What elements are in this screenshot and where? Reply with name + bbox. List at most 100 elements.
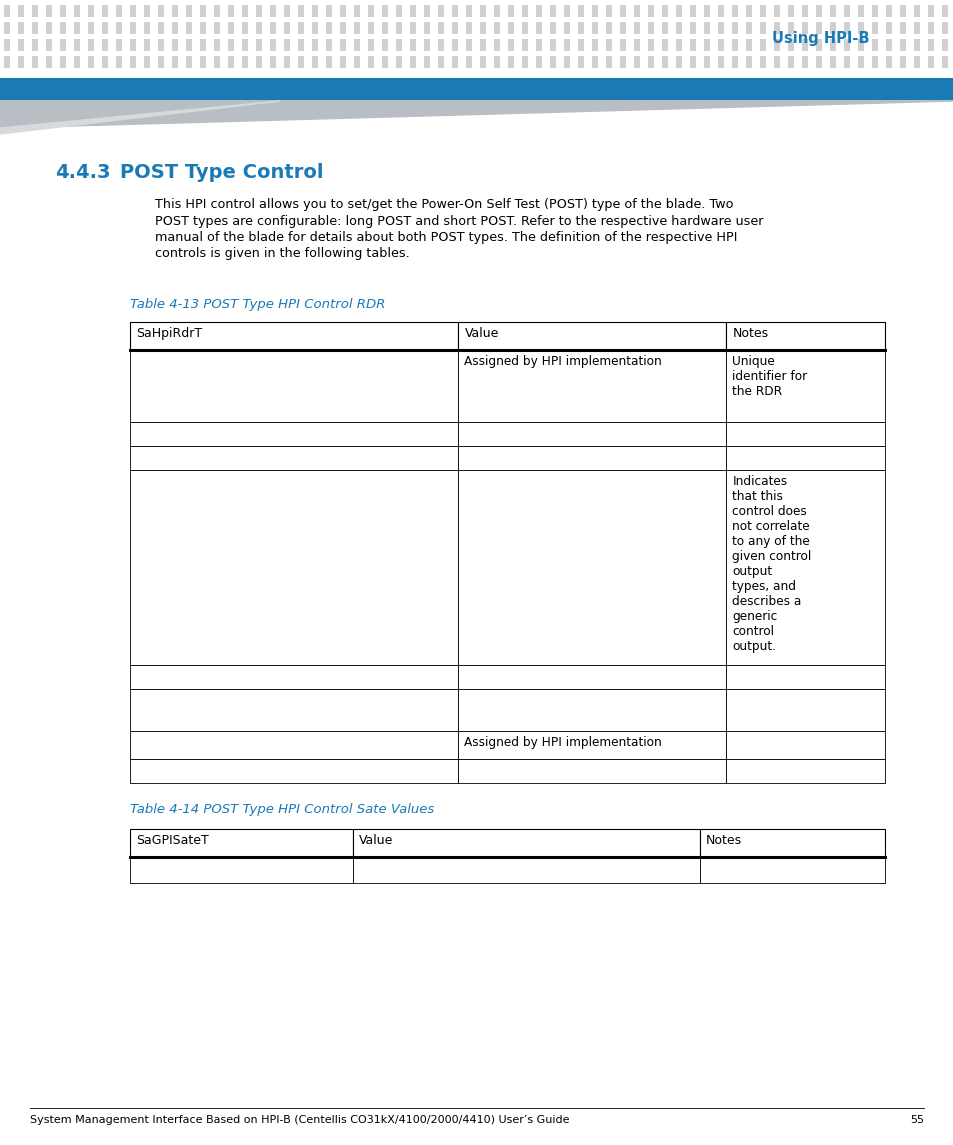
Bar: [676, 22, 681, 34]
Bar: [899, 39, 905, 52]
Bar: [158, 22, 164, 34]
Bar: [200, 5, 206, 17]
Bar: [102, 5, 108, 17]
Bar: [885, 22, 891, 34]
Bar: [801, 39, 807, 52]
Bar: [458, 689, 725, 731]
Bar: [60, 22, 66, 34]
Bar: [130, 856, 353, 883]
Bar: [158, 56, 164, 68]
Bar: [458, 423, 725, 447]
Bar: [297, 56, 304, 68]
Bar: [368, 56, 374, 68]
Bar: [395, 56, 401, 68]
Bar: [829, 56, 835, 68]
Bar: [4, 39, 10, 52]
Bar: [927, 39, 933, 52]
Text: Value: Value: [358, 834, 393, 847]
Bar: [458, 731, 725, 759]
Text: This HPI control allows you to set/get the Power-On Self Test (POST) type of the: This HPI control allows you to set/get t…: [154, 198, 733, 211]
Bar: [18, 22, 24, 34]
Bar: [871, 5, 877, 17]
Bar: [144, 5, 150, 17]
Bar: [913, 39, 919, 52]
Bar: [116, 22, 122, 34]
Bar: [703, 39, 709, 52]
Text: Indicates
that this
control does
not correlate
to any of the
given control
outpu: Indicates that this control does not cor…: [732, 475, 811, 653]
Text: SaHpiRdrT: SaHpiRdrT: [136, 327, 202, 340]
Bar: [647, 39, 654, 52]
Bar: [843, 22, 849, 34]
Bar: [676, 39, 681, 52]
Bar: [521, 56, 527, 68]
Bar: [913, 56, 919, 68]
Bar: [801, 56, 807, 68]
Bar: [941, 39, 947, 52]
Bar: [213, 5, 220, 17]
Bar: [130, 731, 458, 759]
Text: Using HPI-B: Using HPI-B: [772, 31, 869, 46]
Bar: [437, 5, 443, 17]
Bar: [745, 5, 751, 17]
Bar: [284, 5, 290, 17]
Bar: [718, 56, 723, 68]
Bar: [158, 5, 164, 17]
Bar: [130, 5, 136, 17]
Bar: [871, 22, 877, 34]
Bar: [18, 39, 24, 52]
Bar: [718, 22, 723, 34]
Bar: [507, 5, 514, 17]
Bar: [326, 5, 332, 17]
Bar: [494, 56, 499, 68]
Bar: [297, 5, 304, 17]
Bar: [4, 5, 10, 17]
Bar: [18, 5, 24, 17]
Bar: [829, 5, 835, 17]
Bar: [4, 22, 10, 34]
Bar: [437, 22, 443, 34]
Bar: [563, 56, 569, 68]
Bar: [745, 39, 751, 52]
Bar: [563, 39, 569, 52]
Bar: [410, 56, 416, 68]
Bar: [144, 39, 150, 52]
Bar: [494, 22, 499, 34]
Bar: [760, 22, 765, 34]
Bar: [46, 56, 52, 68]
Bar: [703, 56, 709, 68]
Bar: [326, 56, 332, 68]
Bar: [4, 56, 10, 68]
Bar: [395, 5, 401, 17]
Bar: [731, 5, 738, 17]
Bar: [130, 350, 458, 423]
Bar: [592, 22, 598, 34]
Bar: [773, 22, 780, 34]
Text: 4.4.3: 4.4.3: [55, 163, 111, 182]
Bar: [213, 56, 220, 68]
Bar: [353, 856, 700, 883]
Bar: [521, 39, 527, 52]
Bar: [60, 39, 66, 52]
Bar: [479, 56, 485, 68]
Text: Assigned by HPI implementation: Assigned by HPI implementation: [464, 355, 661, 368]
Bar: [507, 22, 514, 34]
Bar: [843, 39, 849, 52]
Bar: [423, 5, 430, 17]
Bar: [326, 22, 332, 34]
Bar: [381, 39, 388, 52]
Bar: [186, 39, 192, 52]
Bar: [773, 5, 780, 17]
Bar: [521, 22, 527, 34]
Bar: [213, 22, 220, 34]
Bar: [228, 22, 233, 34]
Bar: [228, 5, 233, 17]
Bar: [144, 56, 150, 68]
Text: Table 4-14 POST Type HPI Control Sate Values: Table 4-14 POST Type HPI Control Sate Va…: [130, 803, 434, 816]
Text: POST types are configurable: long POST and short POST. Refer to the respective h: POST types are configurable: long POST a…: [154, 214, 762, 228]
Bar: [479, 22, 485, 34]
Bar: [130, 759, 458, 783]
Bar: [32, 39, 38, 52]
Bar: [74, 56, 80, 68]
Bar: [102, 56, 108, 68]
Bar: [815, 56, 821, 68]
